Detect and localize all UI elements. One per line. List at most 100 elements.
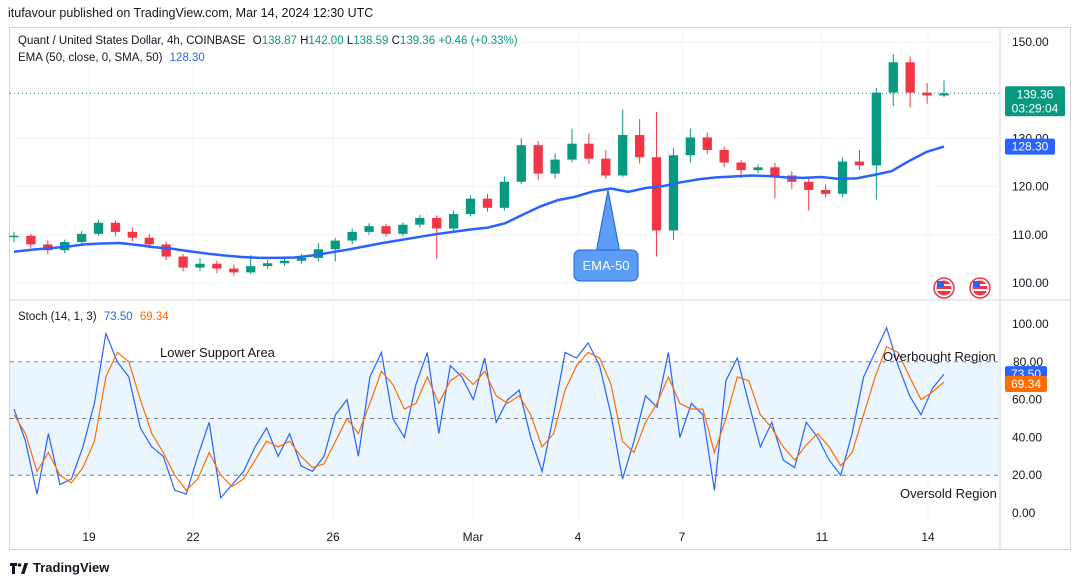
publisher-caption: itufavour published on TradingView.com, … [8, 6, 374, 20]
candle-body [651, 157, 662, 231]
candle-body [567, 143, 577, 160]
candle-body [93, 222, 104, 234]
ema-badge-text: 128.30 [1012, 140, 1049, 154]
stoch-d-badge [1005, 375, 1047, 392]
candle-body [922, 92, 932, 96]
candle-body [161, 244, 171, 257]
candle-body [820, 189, 831, 194]
candle-body [719, 149, 729, 163]
stoch-d-value: 69.34 [139, 311, 169, 323]
candle-body [871, 92, 882, 166]
candle-body [702, 137, 712, 150]
candle-body [601, 158, 611, 176]
price-legend: Quant / United States Dollar, 4h, COINBA… [18, 35, 518, 47]
candle-body [364, 226, 374, 232]
stoch-d-badge-text: 69.34 [1011, 377, 1041, 391]
ema-legend-label: EMA (50, close, 0, SMA, 50) [18, 52, 163, 64]
symbol-label: Quant / United States Dollar, 4h, COINBA… [18, 35, 246, 47]
low-value: 138.59 [353, 35, 389, 47]
x-tick-label: 26 [326, 530, 340, 544]
footer-brand-text: TradingView [33, 560, 110, 575]
footer-brand: TradingView [10, 560, 109, 575]
stoch-d-line [13, 345, 945, 492]
ema-line [13, 145, 945, 260]
x-tick-label: 19 [82, 530, 96, 544]
countdown-text: 03:29:04 [1012, 101, 1059, 115]
price-tick-label: 100.00 [1012, 276, 1049, 290]
candle-body [279, 260, 290, 264]
stoch-tick-label: 100.00 [1012, 317, 1049, 331]
stoch-tick-label: 40.00 [1012, 430, 1042, 444]
candle-body [584, 143, 594, 159]
candle-body [668, 155, 679, 231]
chart-frame [9, 27, 1071, 550]
candle-body [939, 93, 949, 96]
close-value: 139.36 [399, 35, 436, 47]
x-tick-label: 4 [575, 530, 582, 544]
ema-callout-pointer [595, 189, 621, 254]
candle-body [398, 224, 408, 234]
change-value: +0.46 (+0.33%) [438, 35, 518, 47]
ema-legend: EMA (50, close, 0, SMA, 50) 128.30 [18, 52, 205, 64]
candle-body [550, 159, 560, 174]
stoch-tick-label: 60.00 [1012, 393, 1042, 407]
candle-body [905, 62, 915, 93]
candle-body [685, 137, 696, 156]
candle-body [110, 222, 121, 232]
oversold-annotation: Oversold Region [900, 486, 997, 501]
candle-body [127, 231, 138, 238]
candle-body [499, 181, 510, 208]
candle-body [618, 135, 628, 176]
candle-body [246, 266, 256, 273]
x-tick-label: 7 [679, 530, 686, 544]
candle-body [448, 214, 459, 229]
candle-body [854, 161, 865, 166]
tradingview-logo-icon [10, 562, 28, 574]
candle-body [212, 263, 222, 269]
x-tick-label: Mar [463, 530, 484, 544]
lower-support-annotation: Lower Support Area [160, 345, 276, 360]
stoch-k-value: 73.50 [103, 311, 133, 323]
candle-body [26, 235, 36, 245]
ema-callout-text: EMA-50 [583, 258, 630, 273]
price-tick-label: 150.00 [1012, 35, 1049, 49]
candle-body [465, 198, 476, 215]
candle-body [533, 145, 543, 174]
candle-body [516, 145, 526, 182]
candle-body [770, 167, 780, 176]
us-flag-icon [933, 277, 955, 299]
x-tick-label: 22 [186, 530, 200, 544]
candle-body [229, 268, 239, 273]
high-label: H [300, 35, 309, 47]
price-tick-label: 120.00 [1012, 180, 1049, 194]
candle-body [76, 233, 87, 243]
stoch-legend: Stoch (14, 1, 3) 73.50 69.34 [18, 311, 169, 323]
candle-body [262, 263, 273, 267]
low-label: L [346, 35, 354, 47]
ema-legend-value: 128.30 [169, 52, 205, 64]
stoch-tick-label: 20.00 [1012, 468, 1042, 482]
candle-body [195, 263, 205, 268]
stoch-legend-label: Stoch (14, 1, 3) [18, 311, 97, 323]
open-label: O [252, 35, 262, 47]
flag-stripe [937, 289, 951, 291]
last-price-badge [1005, 86, 1065, 117]
flag-canton [973, 281, 980, 287]
high-value: 142.00 [308, 35, 344, 47]
candle-body [296, 257, 307, 261]
candle-body [634, 135, 645, 158]
candle-body [347, 231, 357, 241]
overbought-annotation: Overbought Region [883, 349, 996, 364]
candle-body [736, 162, 746, 171]
candle-body [9, 235, 19, 238]
price-tick-label: 110.00 [1012, 228, 1048, 242]
candle-body [753, 167, 763, 171]
x-tick-label: 14 [921, 530, 935, 544]
candle-body [381, 226, 391, 234]
flag-canton [937, 281, 944, 287]
flag-stripe [973, 289, 987, 291]
candle-body [432, 217, 442, 229]
us-flag-icon [969, 277, 991, 299]
x-tick-label: 11 [816, 530, 829, 544]
